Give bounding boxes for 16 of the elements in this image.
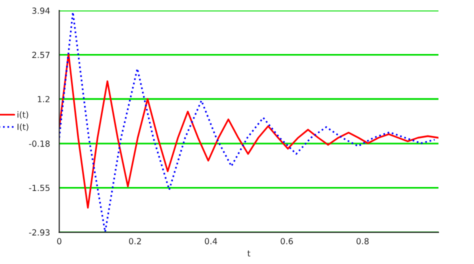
x-tick-label: 0.8 (356, 238, 369, 244)
x-axis-title: t (247, 250, 250, 256)
legend-label: I(t) (18, 124, 28, 131)
line-series (59, 11, 436, 232)
x-tick-label: 0.2 (129, 238, 141, 244)
line-series (59, 52, 438, 209)
y-tick-label: -1.55 (29, 184, 50, 192)
legend-label: i(t) (18, 111, 28, 119)
y-tick-label: -2.93 (29, 229, 50, 236)
x-tick-label: 0.4 (204, 238, 218, 244)
y-tick-label: 2.57 (32, 52, 50, 58)
x-tick-label: 0.6 (280, 238, 293, 244)
x-tick-label: 0 (57, 238, 62, 244)
y-tick-label: -0.18 (29, 140, 50, 147)
y-tick-label: 1.2 (38, 96, 50, 102)
y-tick-label: 3.94 (32, 8, 50, 14)
